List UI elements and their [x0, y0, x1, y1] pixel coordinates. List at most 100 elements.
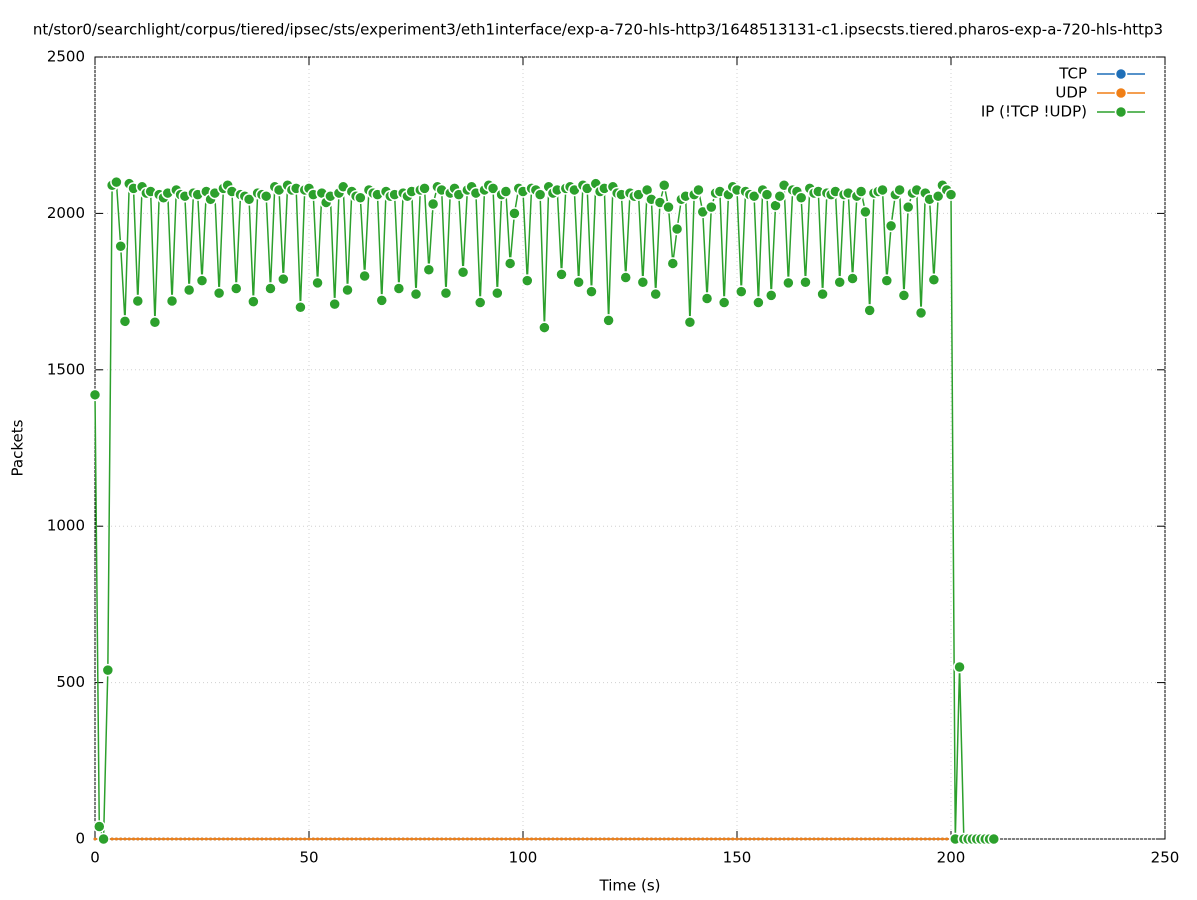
data-point	[679, 837, 683, 841]
data-point	[534, 837, 538, 841]
data-point	[923, 837, 927, 841]
data-point	[714, 837, 718, 841]
data-point	[585, 285, 598, 298]
data-point	[692, 183, 705, 197]
data-point	[816, 287, 829, 301]
data-point	[525, 837, 529, 841]
data-point	[855, 837, 859, 841]
data-point	[470, 837, 474, 841]
data-point	[149, 837, 153, 841]
data-point	[118, 315, 132, 328]
data-point	[127, 837, 131, 841]
data-point	[427, 837, 431, 841]
data-point	[533, 188, 547, 201]
data-point	[769, 837, 773, 841]
plot-frame	[94, 56, 1166, 840]
y-tick-label: 2500	[47, 48, 85, 66]
data-point	[512, 837, 516, 841]
data-point	[217, 837, 221, 841]
data-point	[799, 837, 803, 841]
x-tick-label: 250	[1151, 849, 1180, 867]
data-point	[932, 837, 936, 841]
data-point	[195, 274, 209, 287]
data-point	[901, 200, 915, 214]
data-point	[851, 837, 855, 841]
data-point	[230, 837, 234, 841]
data-point	[328, 297, 341, 311]
data-point	[906, 837, 910, 841]
data-point	[722, 837, 726, 841]
data-point	[632, 837, 636, 841]
data-point	[773, 189, 787, 203]
data-point	[495, 837, 499, 841]
data-point	[457, 837, 461, 841]
data-point	[119, 837, 123, 841]
data-point	[229, 282, 243, 295]
data-point	[311, 276, 324, 290]
data-point	[927, 273, 941, 286]
data-point	[239, 837, 243, 841]
data-point	[752, 837, 756, 841]
data-point	[884, 219, 898, 233]
data-point	[572, 837, 576, 841]
data-point	[701, 837, 705, 841]
data-point	[200, 837, 204, 841]
data-point	[885, 837, 889, 841]
data-point	[521, 837, 525, 841]
data-point	[221, 837, 225, 841]
data-point	[166, 837, 170, 841]
data-point	[876, 183, 889, 197]
x-tick-label: 150	[723, 849, 752, 867]
data-point	[256, 837, 260, 841]
data-point	[196, 837, 200, 841]
data-point	[324, 837, 328, 841]
data-point	[363, 837, 367, 841]
data-point	[191, 837, 195, 841]
data-point	[132, 837, 136, 841]
data-point	[303, 837, 307, 841]
data-point	[183, 837, 187, 841]
data-point	[594, 837, 598, 841]
data-point	[538, 321, 551, 334]
data-point	[577, 837, 581, 841]
data-point	[747, 189, 761, 203]
data-point	[371, 837, 375, 841]
data-point	[397, 837, 401, 841]
data-point	[410, 837, 414, 841]
data-point	[675, 837, 679, 841]
data-point	[234, 837, 238, 841]
data-point	[123, 837, 127, 841]
data-point	[547, 837, 551, 841]
data-point	[940, 837, 944, 841]
data-point	[829, 837, 833, 841]
data-point	[268, 837, 272, 841]
data-point	[503, 257, 517, 270]
data-point	[358, 837, 362, 841]
data-point	[628, 837, 632, 841]
data-point	[893, 837, 897, 841]
data-point	[846, 272, 859, 285]
data-point	[157, 837, 161, 841]
x-tick-label: 100	[509, 849, 538, 867]
data-point	[735, 837, 739, 841]
data-point	[846, 837, 850, 841]
data-point	[808, 837, 812, 841]
data-point	[294, 300, 307, 314]
data-point	[542, 837, 546, 841]
data-point	[439, 286, 453, 300]
data-point	[854, 185, 868, 198]
data-point	[461, 837, 465, 841]
y-tick-label: 2000	[47, 204, 85, 222]
data-point	[803, 837, 807, 841]
data-point	[414, 837, 418, 841]
y-tick-label: 0	[75, 830, 85, 848]
data-point	[602, 314, 615, 327]
data-point	[453, 837, 457, 841]
data-point	[358, 269, 371, 283]
data-point	[273, 837, 277, 841]
x-axis-label: Time (s)	[599, 877, 661, 895]
data-point	[726, 837, 730, 841]
data-point	[491, 837, 495, 841]
data-point	[944, 188, 958, 201]
data-point	[624, 837, 628, 841]
